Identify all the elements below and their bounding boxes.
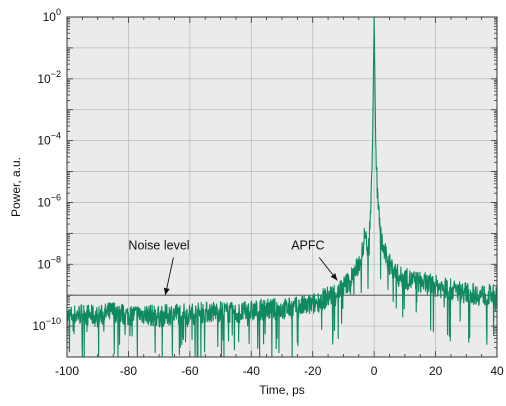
y-tick-labels: 10−10 10−8 10−6 10−4 10−2 100 xyxy=(32,7,61,333)
x-tick-label: -80 xyxy=(120,364,138,378)
y-tick-label: 100 xyxy=(43,7,61,24)
x-tick-label: -100 xyxy=(55,364,79,378)
y-tick-label: 10−2 xyxy=(37,69,61,86)
y-tick-label: 10−10 xyxy=(32,316,61,333)
x-tick-label: -60 xyxy=(181,364,199,378)
series-line xyxy=(66,16,498,358)
annotation-label: Noise level xyxy=(128,239,189,253)
x-tick-label: 40 xyxy=(490,364,504,378)
x-tick-label: -20 xyxy=(304,364,322,378)
x-tick-labels: -100 -80 -60 -40 -20 0 20 40 xyxy=(55,364,504,378)
annotation-arrowhead xyxy=(330,273,338,281)
y-axis-label: Power, a.u. xyxy=(9,157,23,217)
y-tick-label: 10−6 xyxy=(37,192,61,209)
annotations: Noise level APFC xyxy=(128,239,338,296)
y-tick-label: 10−4 xyxy=(37,131,61,148)
series-layer xyxy=(66,16,498,358)
plot-frame xyxy=(66,16,498,358)
x-axis-label: Time, ps xyxy=(259,383,305,397)
x-tick-label: 0 xyxy=(371,364,378,378)
x-tick-label: 20 xyxy=(429,364,443,378)
x-tick-label: -40 xyxy=(243,364,261,378)
annotation-arrowhead xyxy=(163,287,170,296)
y-tick-label: 10−8 xyxy=(37,254,61,271)
plot-area xyxy=(67,17,497,357)
annotation-label: APFC xyxy=(291,239,324,253)
